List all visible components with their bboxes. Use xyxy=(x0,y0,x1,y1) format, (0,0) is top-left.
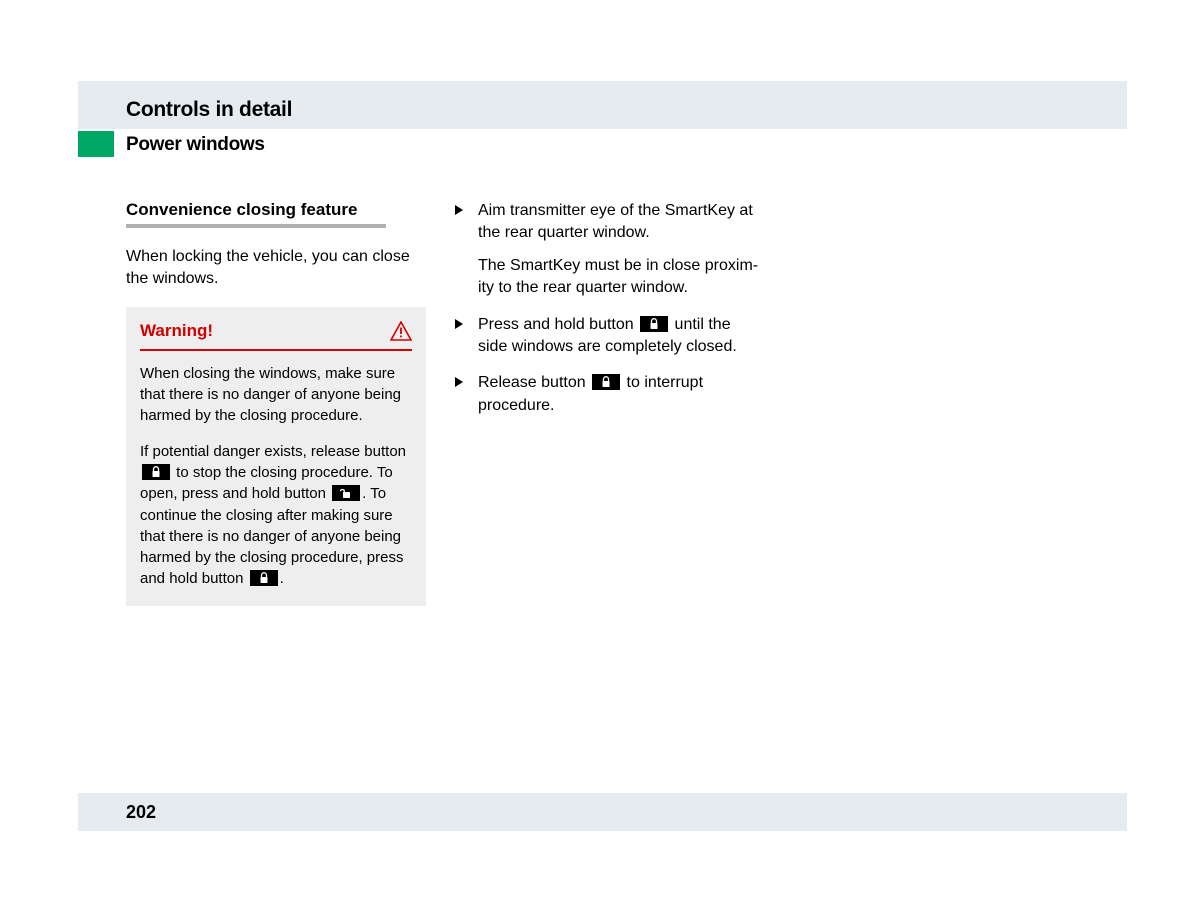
bullet-triangle-icon xyxy=(454,204,464,300)
step-text: The SmartKey must be in close proxim­ity… xyxy=(478,255,764,300)
warning-label: Warning! xyxy=(140,321,213,341)
left-column: Convenience closing feature When locking… xyxy=(126,200,426,606)
step-3: Release button to interrupt procedure. xyxy=(454,372,764,417)
step-1: Aim transmitter eye of the SmartKey at t… xyxy=(454,200,764,300)
section-title: Power windows xyxy=(126,134,265,156)
warning-box: Warning! When closing the windows, make … xyxy=(126,307,426,606)
warn-text: . xyxy=(280,570,284,587)
subheading: Convenience closing feature xyxy=(126,200,426,220)
intro-text: When locking the vehicle, you can close … xyxy=(126,246,426,291)
bullet-triangle-icon xyxy=(454,318,464,359)
warning-paragraph-2: If potential danger exists, release butt… xyxy=(140,441,412,590)
step-text: Aim transmitter eye of the SmartKey at t… xyxy=(478,200,764,245)
subheading-underline xyxy=(126,224,386,228)
chapter-title: Controls in detail xyxy=(126,98,292,122)
warning-divider xyxy=(140,349,412,351)
step-text: Press and hold button until the side win… xyxy=(478,314,764,359)
lock-icon xyxy=(142,464,170,480)
warn-text: If potential danger exists, release butt… xyxy=(140,443,406,460)
warning-header: Warning! xyxy=(140,321,412,341)
lock-icon xyxy=(250,570,278,586)
bullet-triangle-icon xyxy=(454,376,464,417)
warning-paragraph-1: When closing the windows, make sure that… xyxy=(140,363,412,427)
footer-bar xyxy=(78,793,1127,831)
step-text: Release button to interrupt procedure. xyxy=(478,372,764,417)
step-2: Press and hold button until the side win… xyxy=(454,314,764,359)
unlock-icon xyxy=(332,485,360,501)
warning-triangle-icon xyxy=(390,321,412,341)
page-number: 202 xyxy=(126,802,156,823)
lock-icon xyxy=(640,316,668,332)
section-accent-tab xyxy=(78,131,114,157)
lock-icon xyxy=(592,374,620,390)
right-column: Aim transmitter eye of the SmartKey at t… xyxy=(454,200,764,431)
